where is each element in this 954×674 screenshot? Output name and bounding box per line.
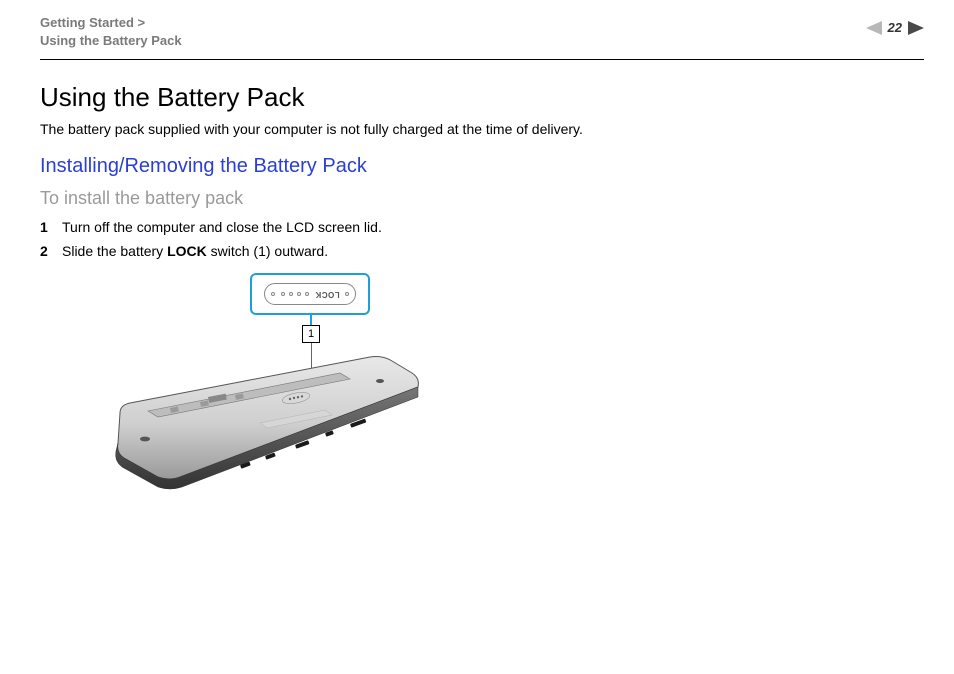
page-title: Using the Battery Pack: [40, 82, 924, 113]
subsection-heading: To install the battery pack: [40, 188, 924, 209]
lock-switch-detail: LOCK: [264, 283, 356, 305]
breadcrumb: Getting Started > Using the Battery Pack: [40, 14, 182, 49]
page-navigator: 22: [866, 20, 924, 35]
battery-lock-figure: LOCK 1: [100, 273, 420, 493]
section-heading: Installing/Removing the Battery Pack: [40, 155, 924, 178]
prev-page-icon[interactable]: [866, 21, 882, 35]
callout-leader-line: [310, 315, 312, 325]
breadcrumb-line-2: Using the Battery Pack: [40, 32, 182, 50]
list-item: 2 Slide the battery LOCK switch (1) outw…: [40, 243, 924, 259]
lock-label: LOCK: [315, 290, 340, 299]
steps-list: 1 Turn off the computer and close the LC…: [40, 219, 924, 259]
step-number: 1: [40, 219, 62, 235]
step-number: 2: [40, 243, 62, 259]
next-page-icon[interactable]: [908, 21, 924, 35]
laptop-bottom-illustration: [100, 353, 420, 493]
switch-dots: [271, 292, 275, 296]
manual-page: Getting Started > Using the Battery Pack…: [0, 0, 954, 674]
lock-switch-callout: LOCK: [250, 273, 370, 315]
page-content: Using the Battery Pack The battery pack …: [40, 60, 924, 493]
callout-number-balloon: 1: [302, 325, 320, 343]
switch-dots: [281, 292, 309, 296]
breadcrumb-line-1: Getting Started >: [40, 14, 182, 32]
step-text: Turn off the computer and close the LCD …: [62, 219, 924, 235]
page-number: 22: [888, 20, 902, 35]
list-item: 1 Turn off the computer and close the LC…: [40, 219, 924, 235]
figure-container: LOCK 1: [40, 273, 924, 493]
page-header: Getting Started > Using the Battery Pack…: [40, 14, 924, 60]
switch-dots: [345, 292, 349, 296]
step-text: Slide the battery LOCK switch (1) outwar…: [62, 243, 924, 259]
intro-text: The battery pack supplied with your comp…: [40, 121, 924, 137]
